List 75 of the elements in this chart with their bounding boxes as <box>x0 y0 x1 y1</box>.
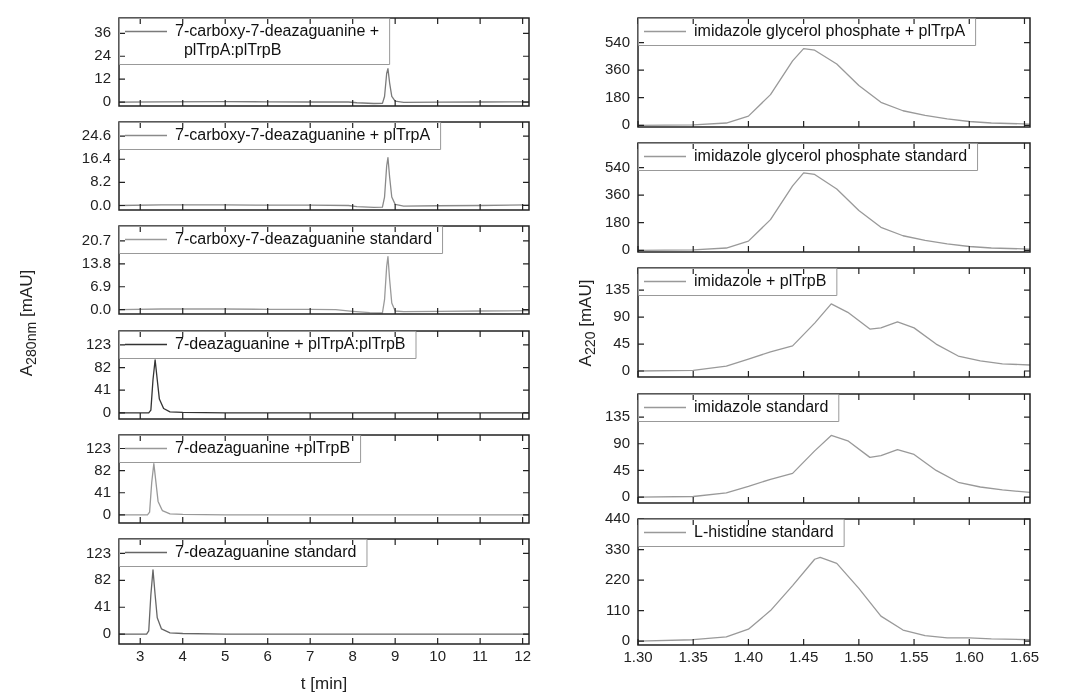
x-axis-title: t [min] <box>300 674 348 694</box>
x-tick-label: 5 <box>221 646 230 664</box>
x-tick-label: 11 <box>472 646 488 664</box>
y-tick-label: 6.9 <box>90 277 111 295</box>
y-tick-label: 0 <box>621 240 630 258</box>
x-tick-label: 7 <box>306 646 315 664</box>
y-tick-label: 540 <box>604 157 630 175</box>
y-tick-label: 220 <box>604 569 630 587</box>
y-tick-label: 16.4 <box>81 149 111 167</box>
x-tick-label: 6 <box>263 646 272 664</box>
y-tick-label: 0 <box>621 631 630 649</box>
x-tick-label: 1.40 <box>733 647 764 665</box>
y-tick-label: 0 <box>621 361 630 379</box>
y-tick-label: 123 <box>85 334 111 352</box>
x-tick-label: 1.35 <box>678 647 708 665</box>
series-label: imidazole + plTrpB <box>694 272 827 290</box>
y-tick-label: 13.8 <box>81 254 111 272</box>
y-tick-label: 20.7 <box>81 231 111 249</box>
series-label: L-histidine standard <box>694 522 834 540</box>
legend-label: 7-deazaguanine +plTrpB <box>175 438 351 456</box>
legend-label: 7-carboxy-7-deazaguanine + plTrpA:plTrpB <box>175 21 380 58</box>
y-tick-label: 360 <box>604 60 630 78</box>
legend-label: 7-deazaguanine + plTrpA:plTrpB <box>175 334 406 352</box>
x-tick-label: 4 <box>178 646 187 664</box>
y-tick-label: 8.2 <box>90 172 111 190</box>
y-tick-label: 36 <box>94 23 111 41</box>
y-tick-label: 90 <box>613 433 630 451</box>
y-tick-label: 41 <box>94 597 111 615</box>
y-tick-label: 24.6 <box>81 126 111 144</box>
x-tick-label: 12 <box>514 646 531 664</box>
legend-label: 7-deazaguanine standard <box>175 542 357 560</box>
y-tick-label: 0 <box>102 624 111 642</box>
series-label: imidazole standard <box>694 397 829 415</box>
legend-label: 7-carboxy-7-deazaguanine standard <box>175 230 433 248</box>
x-tick-label: 1.55 <box>899 647 929 665</box>
legend-label: 7-carboxy-7-deazaguanine + plTrpA <box>175 126 431 144</box>
y-tick-label: 90 <box>613 307 630 325</box>
y-tick-label: 24 <box>94 46 111 64</box>
y-tick-label: 135 <box>604 280 630 298</box>
y-tick-label: 45 <box>613 334 630 352</box>
y-tick-label: 0 <box>102 402 111 420</box>
y-tick-label: 41 <box>94 482 111 500</box>
y-tick-label: 330 <box>604 539 630 557</box>
y-tick-label: 0.0 <box>90 300 111 318</box>
series-label: imidazole glycerol phosphate + plTrpA <box>694 21 966 39</box>
x-tick-label: 1.65 <box>1009 647 1040 665</box>
x-tick-label: 3 <box>136 646 145 664</box>
y-tick-label: 440 <box>604 508 630 526</box>
y-tick-label: 45 <box>613 460 630 478</box>
x-tick-label: 8 <box>348 646 357 664</box>
y-tick-label: 123 <box>85 438 111 456</box>
y-tick-label: 123 <box>85 543 111 561</box>
y-tick-label: 82 <box>94 357 111 375</box>
y-tick-label: 0 <box>102 92 111 110</box>
x-tick-label: 1.45 <box>789 647 819 665</box>
x-tick-label: 9 <box>390 646 400 664</box>
x-tick-label: 10 <box>429 646 446 664</box>
y-tick-label: 41 <box>94 379 111 397</box>
y-tick-label: 180 <box>604 213 630 231</box>
y-tick-label: 180 <box>604 87 630 105</box>
series-label: imidazole glycerol phosphate standard <box>694 147 968 165</box>
y-tick-label: 82 <box>94 570 111 588</box>
y-tick-label: 135 <box>604 406 630 424</box>
y-tick-label: 0 <box>102 504 111 522</box>
x-tick-label: 1.50 <box>844 647 874 665</box>
x-tick-label: 1.60 <box>954 647 984 665</box>
y-tick-label: 0 <box>621 486 630 504</box>
y-tick-label: 360 <box>604 185 630 203</box>
y-tick-label: 0.0 <box>90 195 111 213</box>
x-tick-label: 1.30 <box>623 647 653 665</box>
y-tick-label: 0 <box>621 115 630 133</box>
y-tick-label: 540 <box>604 32 630 50</box>
y-tick-label: 12 <box>94 69 111 87</box>
y-tick-label: 82 <box>94 460 111 478</box>
y-tick-label: 110 <box>606 600 630 618</box>
